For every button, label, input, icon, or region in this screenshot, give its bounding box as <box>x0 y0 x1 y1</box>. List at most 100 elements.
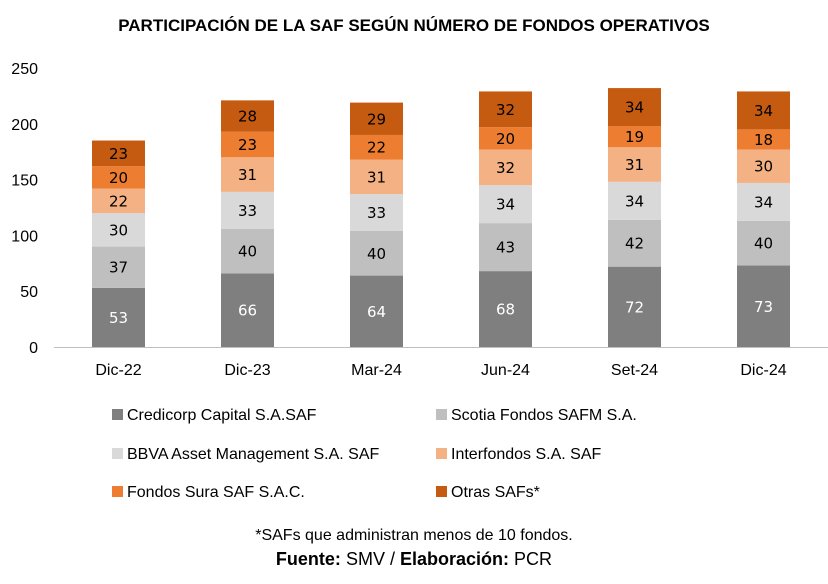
data-label: 31 <box>367 168 386 186</box>
x-tick-label: Mar-24 <box>351 362 402 379</box>
bars: 53 37 30 22 20 23 66 40 33 31 23 28 64 40 33 31 22 29 68 43… <box>92 88 790 347</box>
elaboration-label: Elaboración: <box>400 549 510 569</box>
legend-swatch <box>436 486 447 497</box>
bar-segment <box>479 223 532 272</box>
stacked-bar-chart: PARTICIPACIÓN DE LA SAF SEGÚN NÚMERO DE … <box>11 16 828 501</box>
x-tick-label: Dic-22 <box>95 362 141 379</box>
data-label: 34 <box>754 102 773 120</box>
legend-label: Otras SAFs* <box>451 484 540 501</box>
y-tick-label: 50 <box>20 284 38 301</box>
data-label: 22 <box>109 192 128 210</box>
legend-swatch <box>436 448 447 459</box>
y-tick-label: 100 <box>11 228 38 245</box>
bar-segment <box>350 194 403 231</box>
bar-segment <box>737 265 790 347</box>
bar-segment <box>737 91 790 130</box>
bar-segment <box>221 100 274 132</box>
bar-segment <box>608 147 661 182</box>
y-tick-label: 0 <box>29 340 38 357</box>
source-label: Fuente: <box>275 549 341 569</box>
bar-segment <box>479 271 532 347</box>
chart-title: PARTICIPACIÓN DE LA SAF SEGÚN NÚMERO DE … <box>118 16 710 35</box>
data-label: 37 <box>109 259 128 277</box>
data-label: 72 <box>625 298 644 316</box>
legend-label: BBVA Asset Management S.A. SAF <box>127 446 380 463</box>
legend-swatch <box>112 409 123 420</box>
data-label: 31 <box>625 156 644 174</box>
source-value: SMV <box>345 549 385 569</box>
data-label: 40 <box>238 243 257 261</box>
data-label: 34 <box>496 196 515 214</box>
data-label: 22 <box>367 139 386 157</box>
bar-segment <box>737 129 790 150</box>
data-label: 31 <box>238 166 257 184</box>
bar-segment <box>737 220 790 266</box>
legend: Credicorp Capital S.A.SAF Scotia Fondos S… <box>112 407 637 501</box>
data-label: 30 <box>109 221 128 239</box>
bar-segment <box>92 213 145 247</box>
source-line: Fuente: SMV / Elaboración: PCR <box>0 549 828 570</box>
source-separator: / <box>389 549 395 569</box>
bar-segment <box>737 182 790 221</box>
data-label: 66 <box>238 302 257 320</box>
data-label: 29 <box>367 110 386 128</box>
legend-label: Scotia Fondos SAFM S.A. <box>451 407 637 424</box>
bar-segment <box>350 230 403 276</box>
bar-segment <box>479 91 532 128</box>
data-label: 18 <box>754 131 773 149</box>
legend-swatch <box>112 486 123 497</box>
data-label: 19 <box>625 128 644 146</box>
bar-segment <box>92 246 145 288</box>
x-tick-label: Dic-23 <box>224 362 270 379</box>
bar-segment <box>608 88 661 127</box>
data-label: 64 <box>367 303 386 321</box>
data-label: 33 <box>238 202 257 220</box>
x-tick-label: Set-24 <box>611 362 658 379</box>
data-label: 73 <box>754 298 773 316</box>
data-label: 68 <box>496 301 515 319</box>
bar-segment <box>221 191 274 229</box>
data-label: 33 <box>367 204 386 222</box>
y-tick-label: 250 <box>11 61 38 78</box>
footnote: *SAFs que administran menos de 10 fondos… <box>255 527 573 544</box>
bar-segment <box>350 159 403 195</box>
y-tick-label: 150 <box>11 173 38 190</box>
data-label: 32 <box>496 101 515 119</box>
bar-segment <box>479 127 532 150</box>
elaboration-value: PCR <box>514 549 553 569</box>
y-axis: 0 50 100 150 200 250 <box>11 61 38 357</box>
data-label: 23 <box>109 145 128 163</box>
bar-segment <box>350 275 403 347</box>
legend-label: Interfondos S.A. SAF <box>451 446 602 463</box>
bar-segment <box>608 219 661 267</box>
data-label: 34 <box>754 193 773 211</box>
data-label: 40 <box>367 245 386 263</box>
bar-segment <box>608 266 661 347</box>
bar-segment <box>608 181 661 220</box>
legend-label: Credicorp Capital S.A.SAF <box>127 407 317 424</box>
bar-segment <box>92 140 145 167</box>
data-label: 53 <box>109 309 128 327</box>
bar-segment <box>92 188 145 214</box>
bar-segment <box>221 273 274 347</box>
x-tick-label: Jun-24 <box>481 362 530 379</box>
data-label: 34 <box>625 192 644 210</box>
bar-segment <box>92 166 145 189</box>
data-label: 32 <box>496 159 515 177</box>
bar-segment <box>608 126 661 148</box>
data-label: 28 <box>238 107 257 125</box>
legend-swatch <box>112 448 123 459</box>
data-label: 42 <box>625 235 644 253</box>
bar-segment <box>479 185 532 224</box>
data-label: 20 <box>109 169 128 187</box>
data-label: 40 <box>754 235 773 253</box>
bar-segment <box>221 131 274 158</box>
bar-segment <box>479 149 532 186</box>
x-axis: Dic-22 Dic-23 Mar-24 Jun-24 Set-24 Dic-24 <box>54 347 828 379</box>
bar-segment <box>350 102 403 135</box>
data-label: 30 <box>754 158 773 176</box>
bar-segment <box>221 157 274 192</box>
data-label: 23 <box>238 136 257 154</box>
bar-segment <box>350 134 403 160</box>
data-label: 43 <box>496 239 515 257</box>
